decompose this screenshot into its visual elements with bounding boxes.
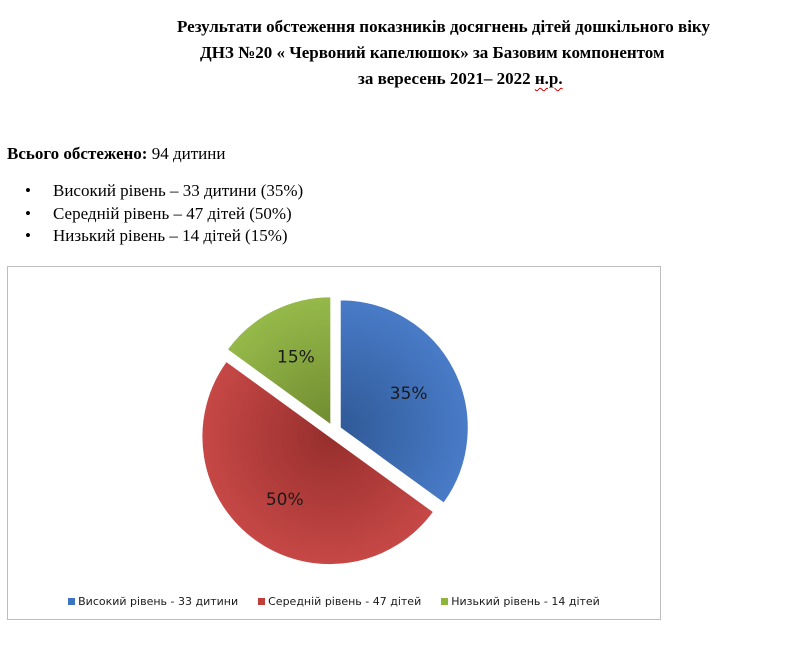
total-examined: Всього обстежено: 94 дитини xyxy=(7,144,225,164)
pie-label-high: 35% xyxy=(390,384,428,404)
total-examined-value: 94 дитини xyxy=(147,144,226,163)
legend-item-medium: Середній рівень - 47 дітей xyxy=(258,595,421,608)
legend-item-high: Високий рівень - 33 дитини xyxy=(68,595,238,608)
legend-label-high: Високий рівень - 33 дитини xyxy=(78,595,239,608)
report-title-line-2: ДНЗ №20 « Червоний капелюшок» за Базовим… xyxy=(200,43,665,62)
level-list-item-high: Високий рівень – 33 дитини (35%) xyxy=(25,180,303,203)
legend-label-medium: Середній рівень - 47 дітей xyxy=(268,595,422,608)
report-title-line-1: Результати обстеження показників досягне… xyxy=(177,17,710,36)
legend-swatch-medium xyxy=(258,598,266,605)
total-examined-label: Всього обстежено: xyxy=(7,144,148,163)
pie-label-medium: 50% xyxy=(266,490,304,510)
level-list-item-low: Низький рівень – 14 дітей (15%) xyxy=(25,225,303,248)
pie-chart: 35% 50% 15% xyxy=(201,296,469,566)
pie-slice-high xyxy=(339,299,469,504)
pie-slice-medium xyxy=(201,360,435,566)
pie-slice-low xyxy=(226,296,332,426)
report-period: за вересень 2021– 2022 xyxy=(358,69,535,88)
report-title-line-3: за вересень 2021– 2022 н.р. xyxy=(358,69,563,89)
level-list-item-medium: Середній рівень – 47 дітей (50%) xyxy=(25,203,303,226)
pie-label-low: 15% xyxy=(277,347,315,367)
legend-swatch-high xyxy=(68,598,76,605)
legend-label-low: Низький рівень - 14 дітей xyxy=(451,595,600,608)
legend-item-low: Низький рівень - 14 дітей xyxy=(441,595,600,608)
report-period-suffix: н.р. xyxy=(534,69,563,88)
legend-swatch-low xyxy=(441,598,449,605)
pie-chart-frame: 35% 50% 15% Високий рівень - 33 дитини Сере… xyxy=(7,266,661,620)
level-list: Високий рівень – 33 дитини (35%) Середні… xyxy=(25,180,303,248)
chart-legend: Високий рівень - 33 дитини Середній рівен… xyxy=(8,595,660,608)
